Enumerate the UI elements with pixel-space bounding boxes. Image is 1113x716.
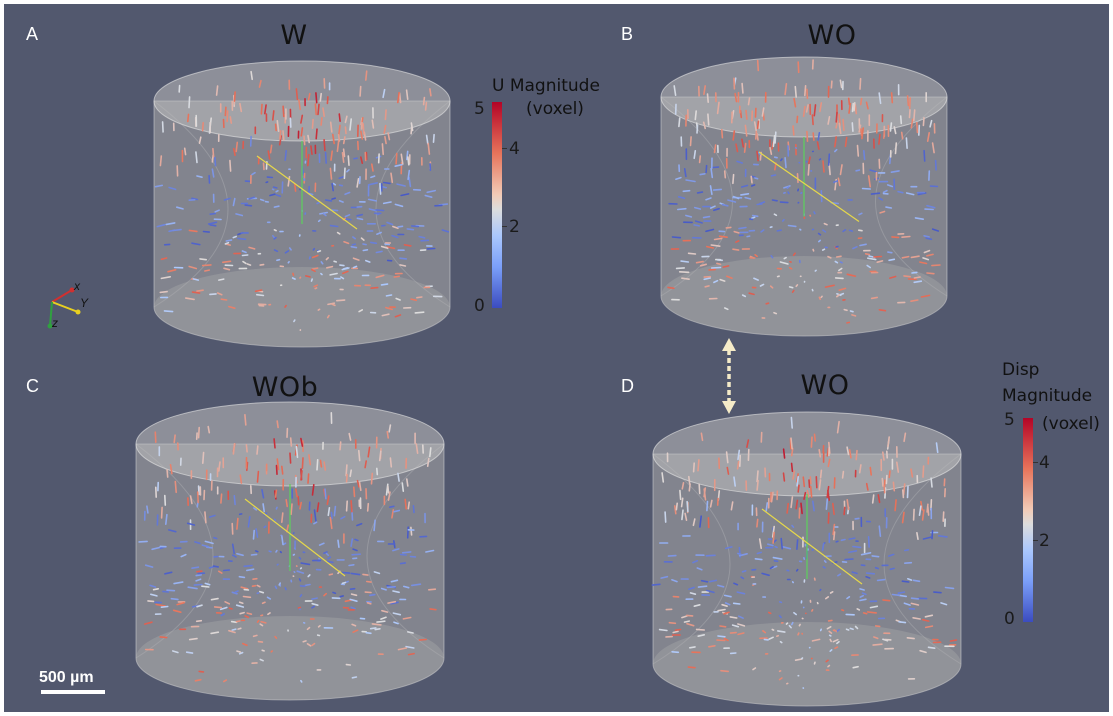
colorbar-top-tick-min: 0	[474, 296, 485, 316]
colorbar-bottom-tick-min: 0	[1004, 609, 1015, 629]
scale-bar	[41, 690, 105, 694]
colorbar-top-tick-2: 2	[509, 217, 520, 237]
axis-x-label: x	[74, 279, 80, 293]
panel-title-b: WO	[807, 20, 857, 51]
panel-label-b: B	[621, 24, 634, 44]
colorbar-bottom-title-2: Magnitude	[1002, 386, 1093, 406]
colorbar-top-unit: (voxel)	[526, 99, 584, 119]
colorbar-top-tick-4: 4	[509, 139, 520, 159]
panel-title-c: WOb	[251, 372, 319, 403]
colorbar-top-gradient	[492, 102, 502, 308]
panel-label-a: A	[26, 24, 39, 44]
colorbar-bottom-tick-max: 5	[1004, 410, 1015, 430]
figure: A B C D W WO WOb WO U Magnitude (voxel) …	[4, 4, 1109, 712]
axis-z-label: z	[52, 316, 58, 330]
panel-label-c: C	[26, 376, 39, 396]
panel-label-d: D	[621, 376, 634, 396]
panel-title-d: WO	[800, 370, 850, 401]
colorbar-top-tick-max: 5	[474, 99, 485, 119]
colorbar-bottom-unit: (voxel)	[1042, 414, 1100, 434]
scale-bar-label: 500 µm	[39, 669, 94, 686]
colorbar-bottom-gradient	[1023, 418, 1033, 622]
axis-y-label: Y	[80, 296, 89, 310]
panel-title-a: W	[280, 20, 308, 51]
displacement-visualization	[135, 56, 962, 707]
colorbar-bottom-tick-4: 4	[1039, 453, 1050, 473]
colorbar-bottom-tick-2: 2	[1039, 531, 1050, 551]
colorbar-top-title: U Magnitude	[492, 76, 600, 96]
comparison-arrow-icon	[722, 338, 736, 414]
colorbar-bottom-title-1: Disp	[1002, 360, 1040, 380]
